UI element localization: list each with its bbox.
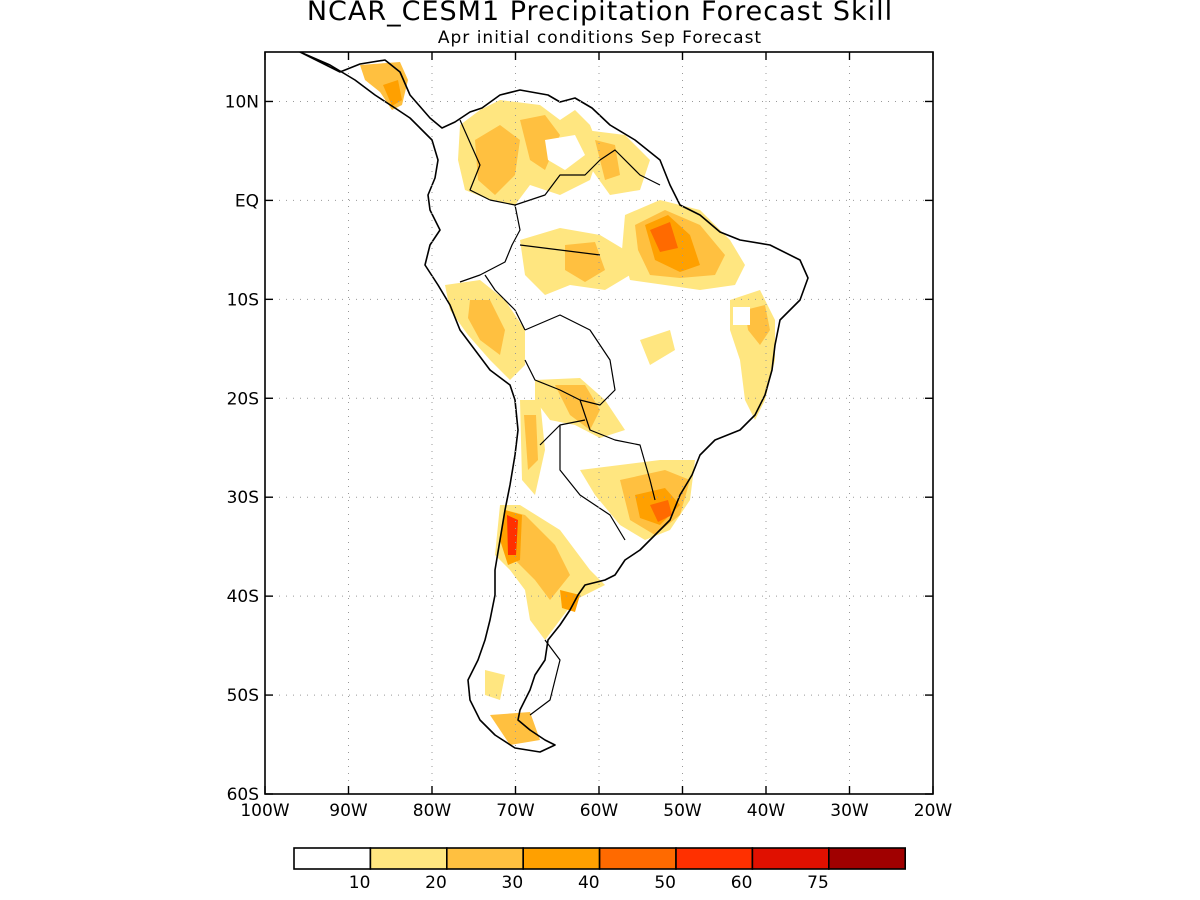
map-subtitle: Apr initial conditions Sep Forecast bbox=[437, 28, 763, 48]
central-chile-peak bbox=[507, 515, 518, 555]
lon-tick-label: 50W bbox=[663, 801, 702, 821]
colorbar-swatch bbox=[827, 847, 906, 870]
colorbar-swatch bbox=[522, 847, 601, 870]
colorbar-swatch bbox=[598, 847, 677, 870]
colorbar-swatch bbox=[293, 847, 372, 870]
colombia-core bbox=[475, 125, 520, 195]
grid-lines bbox=[265, 52, 933, 794]
colorbar-label: 60 bbox=[731, 873, 753, 893]
colorbar-swatch bbox=[369, 847, 448, 870]
bolivia-core bbox=[555, 385, 600, 430]
northeast-brazil-hole bbox=[733, 307, 750, 325]
map-title: NCAR_CESM1 Precipitation Forecast Skill bbox=[306, 0, 894, 27]
lat-tick-label: 40S bbox=[227, 587, 259, 607]
colorbar-swatch bbox=[445, 847, 524, 870]
lat-tick-label: EQ bbox=[235, 191, 259, 211]
lat-tick-label: 20S bbox=[227, 389, 259, 409]
patagonia-patch bbox=[560, 590, 580, 612]
colorbar-label: 10 bbox=[349, 873, 371, 893]
chile-north-core bbox=[524, 415, 538, 470]
guyana-core bbox=[595, 140, 620, 180]
colorbar-swatch bbox=[751, 847, 830, 870]
brazil-center-patch bbox=[640, 330, 675, 365]
lat-tick-label: 60S bbox=[227, 785, 259, 805]
lat-tick-label: 10S bbox=[227, 290, 259, 310]
lat-tick-label: 30S bbox=[227, 488, 259, 508]
southern-brazil-peak bbox=[650, 500, 672, 522]
lon-tick-label: 90W bbox=[329, 801, 368, 821]
colorbar-label: 20 bbox=[425, 873, 447, 893]
fuegian-patch bbox=[485, 670, 505, 700]
axis-ticks: 100W 90W 80W 70W 60W 50W 40W 30W 20W 10N EQ 10S 20S 3… bbox=[225, 52, 953, 821]
fuegian-patch-2 bbox=[490, 712, 540, 745]
central-america-coast bbox=[299, 52, 809, 753]
colorbar-label: 40 bbox=[578, 873, 600, 893]
lat-tick-label: 10N bbox=[225, 92, 259, 112]
lon-tick-label: 80W bbox=[413, 801, 452, 821]
country-borders bbox=[459, 119, 661, 716]
colombia-hole bbox=[545, 135, 585, 170]
skill-shading bbox=[360, 62, 775, 745]
central-chile-mid bbox=[505, 510, 570, 600]
lon-tick-label: 20W bbox=[914, 801, 953, 821]
colorbar: 10 20 30 40 50 60 75 bbox=[293, 847, 906, 893]
colorbar-label: 75 bbox=[807, 873, 829, 893]
amazon-east-peak bbox=[650, 222, 678, 252]
coastline bbox=[299, 52, 809, 753]
lon-tick-label: 40W bbox=[747, 801, 786, 821]
lon-tick-label: 70W bbox=[496, 801, 535, 821]
lon-tick-label: 30W bbox=[830, 801, 869, 821]
colorbar-label: 30 bbox=[502, 873, 524, 893]
peru-core bbox=[468, 300, 505, 355]
lon-tick-label: 100W bbox=[240, 801, 289, 821]
colorbar-swatch bbox=[675, 847, 754, 870]
lon-tick-label: 60W bbox=[580, 801, 619, 821]
northeast-brazil-core bbox=[745, 305, 770, 345]
lat-tick-label: 50S bbox=[227, 686, 259, 706]
colorbar-label: 50 bbox=[654, 873, 676, 893]
central-america-core bbox=[383, 80, 402, 106]
